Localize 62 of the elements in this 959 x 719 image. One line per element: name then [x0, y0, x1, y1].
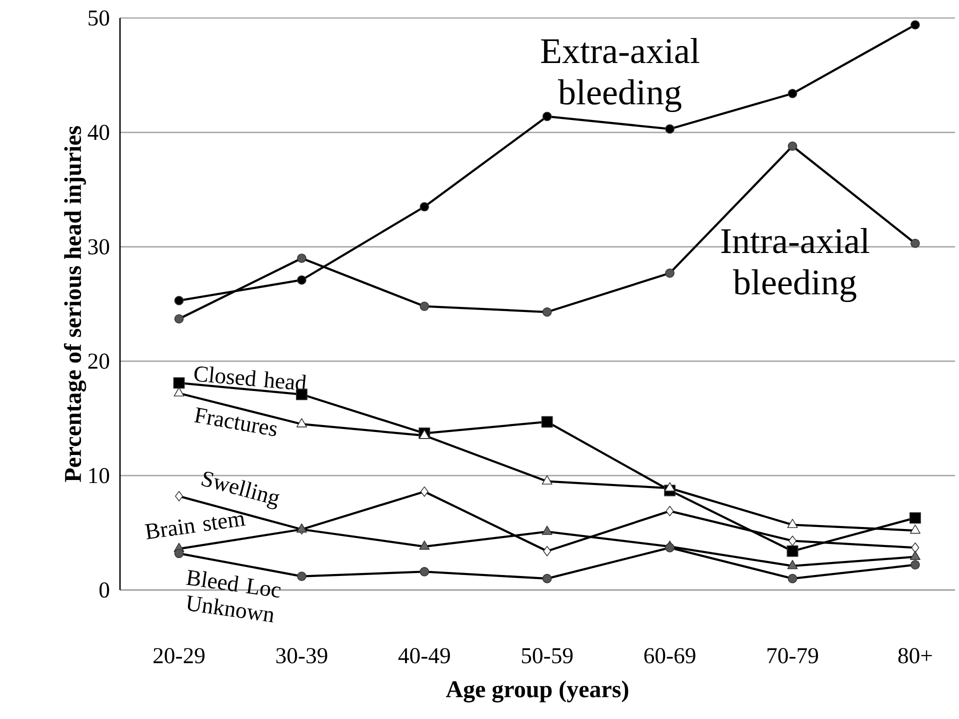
point	[665, 124, 674, 134]
point	[543, 546, 552, 556]
point	[297, 572, 306, 581]
point	[420, 302, 430, 311]
x-tick-label: 70-79	[768, 648, 818, 664]
point	[420, 202, 430, 212]
point	[788, 88, 798, 98]
point	[911, 542, 920, 553]
x-tick-label: 60-69	[644, 648, 696, 664]
series-label: Extra-axial bleeding	[541, 38, 700, 112]
point	[786, 545, 798, 557]
point	[297, 275, 306, 285]
x-axis-title: Age group (years)	[446, 680, 628, 702]
point	[419, 540, 430, 550]
point	[174, 296, 184, 306]
point	[909, 512, 921, 524]
point	[666, 506, 674, 516]
point	[297, 254, 306, 263]
point	[910, 524, 920, 534]
point	[542, 475, 552, 485]
text: Brain stem	[144, 515, 246, 540]
point	[788, 141, 798, 151]
point	[910, 550, 920, 560]
series-label: Intra-axial bleeding	[721, 228, 870, 302]
text: Swelling	[201, 472, 280, 510]
x-tick-label: 30-39	[276, 648, 328, 664]
point	[542, 307, 552, 317]
point	[173, 377, 185, 389]
y-tick-label: 20	[88, 354, 110, 369]
point	[910, 238, 920, 248]
y-tick-label: 50	[88, 10, 110, 26]
point	[665, 268, 674, 278]
point	[787, 518, 798, 528]
point	[664, 482, 676, 492]
y-tick-label: 40	[88, 124, 110, 140]
point	[296, 418, 307, 428]
y-tick-label: 10	[89, 468, 110, 484]
text: Fractures	[194, 407, 277, 436]
point	[420, 567, 430, 576]
point	[542, 526, 552, 535]
x-tick-label: 80+	[898, 648, 932, 664]
point	[788, 574, 798, 584]
y-axis-title: Percentage of serious head injuries	[64, 126, 86, 482]
x-tick-label: 50-59	[522, 648, 573, 664]
point	[174, 314, 184, 324]
point	[542, 574, 552, 584]
point	[420, 486, 428, 497]
x-tick-label: 20-29	[154, 648, 205, 664]
point	[542, 112, 552, 122]
point	[174, 387, 184, 396]
point	[788, 536, 797, 546]
point	[174, 548, 184, 558]
text: Bleed Loc Unknown	[186, 570, 281, 622]
point	[665, 543, 674, 552]
x-tick-label: 40-49	[398, 648, 450, 664]
y-tick-label: 30	[88, 239, 110, 254]
y-tick-label: 0	[99, 582, 110, 598]
point	[541, 416, 553, 428]
point	[910, 560, 920, 570]
point	[910, 20, 920, 30]
point	[175, 490, 184, 502]
point	[787, 560, 798, 570]
